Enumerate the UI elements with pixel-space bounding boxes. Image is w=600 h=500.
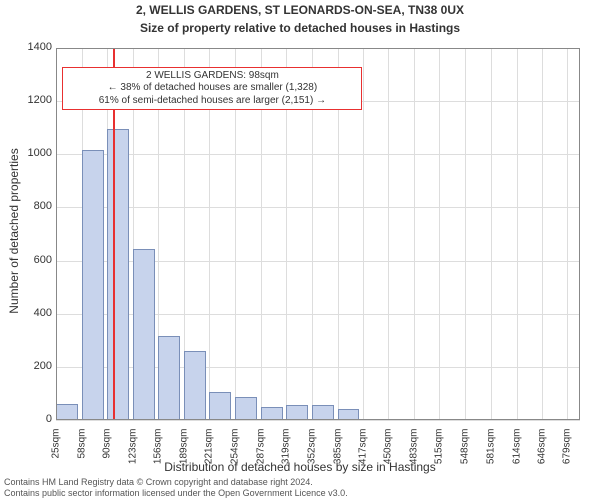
annotation-line: ← 38% of detached houses are smaller (1,… [67,82,357,95]
gridline-v [517,48,518,420]
x-tick-label: 221sqm [204,429,215,469]
x-tick-label: 189sqm [179,429,190,469]
x-tick-label: 581sqm [485,429,496,469]
histogram-bar [82,150,104,420]
histogram-bar [56,404,78,420]
gridline-h [56,48,580,49]
histogram-bar [209,392,231,420]
x-tick-label: 58sqm [76,429,87,469]
plot-area: 2 WELLIS GARDENS: 98sqm← 38% of detached… [56,48,580,420]
x-tick-label: 385sqm [332,429,343,469]
histogram-bar [312,405,334,420]
histogram-bar [286,405,308,420]
x-tick-label: 450sqm [383,429,394,469]
x-tick-label: 483sqm [409,429,420,469]
footer: Contains HM Land Registry data © Crown c… [4,477,596,498]
histogram-bar [133,249,155,420]
histogram-bar [235,397,257,420]
x-tick-label: 548sqm [460,429,471,469]
annotation-box: 2 WELLIS GARDENS: 98sqm← 38% of detached… [62,67,362,111]
gridline-h [56,154,580,155]
gridline-v [388,48,389,420]
x-tick-label: 352sqm [306,429,317,469]
gridline-v [542,48,543,420]
histogram-bar [338,409,360,420]
x-tick-label: 25sqm [51,429,62,469]
gridline-v [439,48,440,420]
gridline-v [363,48,364,420]
gridline-v [465,48,466,420]
gridline-v [56,48,57,420]
gridline-h [56,420,580,421]
footer-line-1: Contains HM Land Registry data © Crown c… [4,477,596,487]
y-tick-label: 1200 [12,94,52,106]
x-tick-label: 287sqm [255,429,266,469]
gridline-v [491,48,492,420]
gridline-h [56,207,580,208]
x-tick-label: 515sqm [434,429,445,469]
x-tick-label: 646sqm [536,429,547,469]
x-tick-label: 319sqm [280,429,291,469]
histogram-bar [107,129,129,420]
histogram-bar [158,336,180,420]
x-tick-label: 417sqm [357,429,368,469]
annotation-line: 2 WELLIS GARDENS: 98sqm [67,70,357,83]
gridline-v [414,48,415,420]
footer-line-2: Contains public sector information licen… [4,488,596,498]
chart-container: 2, WELLIS GARDENS, ST LEONARDS-ON-SEA, T… [0,0,600,500]
y-tick-label: 0 [12,413,52,425]
y-tick-label: 400 [12,307,52,319]
x-tick-label: 156sqm [153,429,164,469]
title-line-2: Size of property relative to detached ho… [0,21,600,35]
histogram-bar [261,407,283,420]
y-tick-label: 200 [12,360,52,372]
x-axis-label: Distribution of detached houses by size … [0,460,600,474]
y-tick-label: 600 [12,254,52,266]
gridline-v [567,48,568,420]
plot-inner: 2 WELLIS GARDENS: 98sqm← 38% of detached… [56,48,580,420]
x-tick-label: 614sqm [511,429,522,469]
x-tick-label: 254sqm [230,429,241,469]
y-tick-label: 800 [12,200,52,212]
x-tick-label: 123sqm [127,429,138,469]
y-tick-label: 1000 [12,147,52,159]
annotation-line: 61% of semi-detached houses are larger (… [67,95,357,108]
histogram-bar [184,351,206,420]
title-line-1: 2, WELLIS GARDENS, ST LEONARDS-ON-SEA, T… [0,3,600,17]
y-tick-label: 1400 [12,41,52,53]
x-tick-label: 679sqm [562,429,573,469]
x-tick-label: 90sqm [101,429,112,469]
